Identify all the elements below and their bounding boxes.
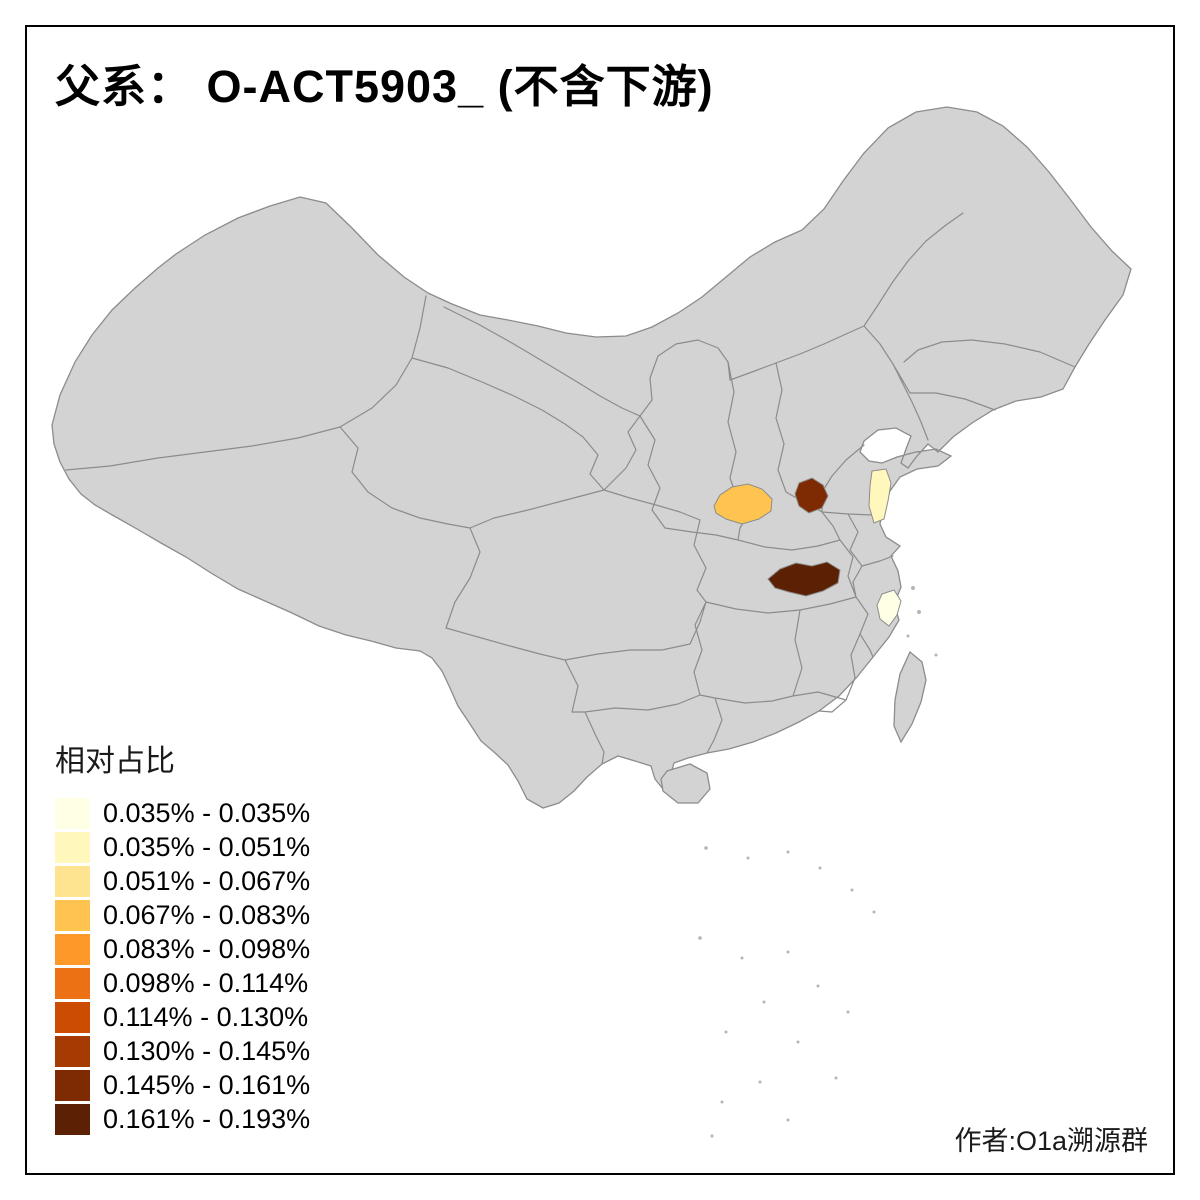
legend-row: 0.083% - 0.098% [55,932,310,966]
legend-label: 0.035% - 0.035% [103,797,311,828]
legend-swatch [55,1035,90,1067]
legend-swatch [55,1103,90,1135]
legend-label: 0.130% - 0.145% [103,1035,311,1066]
islet [698,936,702,940]
legend-row: 0.161% - 0.193% [55,1102,310,1136]
islet [934,653,938,657]
islet [786,850,790,854]
legend-label: 0.145% - 0.161% [103,1069,311,1100]
islet [872,910,876,914]
islet [906,634,910,638]
islet [762,1000,766,1004]
islet [740,956,744,960]
legend-row: 0.114% - 0.130% [55,1000,310,1034]
islet [818,866,822,870]
legend-row: 0.067% - 0.083% [55,898,310,932]
islet [834,1076,838,1080]
islet [911,586,915,590]
legend-label: 0.051% - 0.067% [103,865,311,896]
province-borders-north [639,212,1076,441]
highlight-region-1 [713,483,773,525]
islet [796,1040,800,1044]
legend-label: 0.098% - 0.114% [103,967,309,998]
author-credit: 作者:O1a溯源群 [954,1126,1148,1156]
legend-swatch [55,797,90,829]
map-title: 父系： O-ACT5903_ (不含下游) [55,61,714,112]
taiwan-island [893,650,927,744]
legend-swatch [55,967,90,999]
islet [846,1010,850,1014]
islet [710,1134,714,1138]
islet [917,610,921,614]
legend-row: 0.035% - 0.051% [55,830,310,864]
legend-swatch [55,831,90,863]
islet [786,1118,790,1122]
legend-title: 相对占比 [55,745,175,778]
legend-row: 0.035% - 0.035% [55,796,310,830]
legend-row: 0.130% - 0.145% [55,1034,310,1068]
highlight-region-5 [876,589,902,627]
south-china-sea-islands [698,586,938,1138]
province-borders-west [65,295,641,629]
legend: 相对占比 0.035% - 0.035% 0.035% - 0.051% 0.051… [55,736,310,1136]
legend-rows: 0.035% - 0.035% 0.035% - 0.051% 0.051% - 0… [55,796,310,1136]
islet [786,950,790,954]
legend-row: 0.145% - 0.161% [55,1068,310,1102]
legend-swatch [55,899,90,931]
islet [724,1030,728,1034]
highlight-region-4 [868,468,892,524]
legend-label: 0.035% - 0.051% [103,831,311,862]
legend-label: 0.161% - 0.193% [103,1103,311,1134]
islet [850,888,854,892]
islet [746,856,750,860]
islet [720,1100,724,1104]
islet [816,984,820,988]
legend-swatch [55,865,90,897]
province-borders-south [445,601,861,765]
islet [704,846,708,850]
legend-label: 0.083% - 0.098% [103,933,311,964]
legend-swatch [55,1001,90,1033]
legend-row: 0.098% - 0.114% [55,966,310,1000]
mainland-outline [51,106,1132,809]
highlight-region-2 [794,477,829,514]
hainan-island [660,763,711,804]
legend-swatch [55,1069,90,1101]
legend-label: 0.114% - 0.130% [103,1001,309,1032]
legend-swatch [55,933,90,965]
highlight-region-3 [767,561,841,597]
islet [758,1080,762,1084]
legend-row: 0.051% - 0.067% [55,864,310,898]
legend-label: 0.067% - 0.083% [103,899,311,930]
